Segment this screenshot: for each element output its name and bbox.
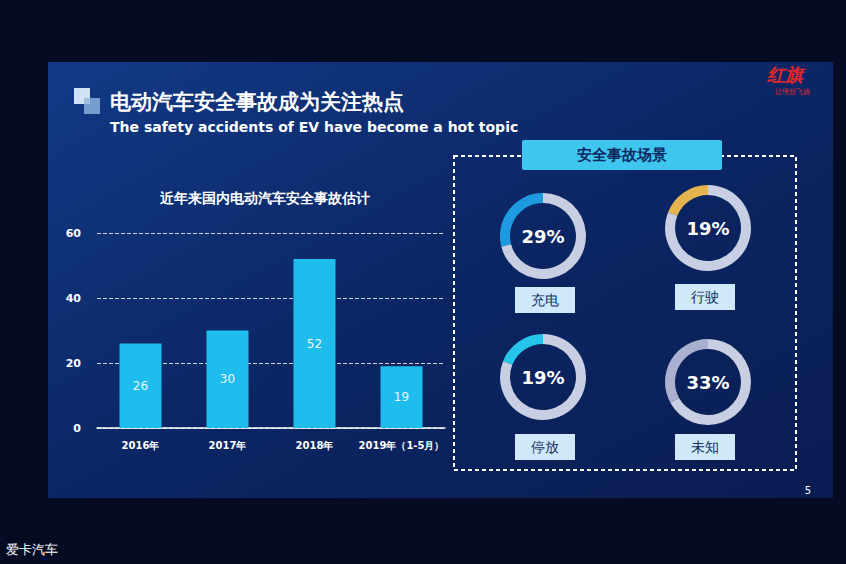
svg-text:0: 0	[73, 422, 81, 435]
svg-text:2017年: 2017年	[209, 440, 247, 451]
svg-text:安全事故场景: 安全事故场景	[577, 146, 667, 164]
svg-text:19%: 19%	[521, 367, 564, 388]
svg-text:5: 5	[805, 485, 811, 496]
svg-text:红旗: 红旗	[766, 64, 806, 85]
svg-text:2019年（1-5月）: 2019年（1-5月）	[359, 440, 445, 451]
svg-text:29%: 29%	[521, 226, 564, 247]
svg-text:2016年: 2016年	[122, 440, 160, 451]
svg-text:The safety accidents of EV hav: The safety accidents of EV have become a…	[110, 119, 518, 135]
svg-text:充电: 充电	[531, 292, 559, 308]
svg-text:让理想飞扬: 让理想飞扬	[775, 88, 810, 96]
svg-text:19%: 19%	[686, 218, 729, 239]
svg-text:26: 26	[133, 379, 148, 393]
svg-text:52: 52	[307, 337, 322, 351]
svg-text:电动汽车安全事故成为关注热点: 电动汽车安全事故成为关注热点	[110, 90, 404, 114]
svg-text:未知: 未知	[691, 439, 719, 455]
svg-text:近年来国内电动汽车安全事故估计: 近年来国内电动汽车安全事故估计	[159, 190, 370, 206]
svg-text:60: 60	[66, 227, 82, 240]
svg-text:33%: 33%	[686, 372, 729, 393]
svg-text:2018年: 2018年	[296, 440, 334, 451]
svg-text:20: 20	[66, 357, 82, 370]
svg-text:停放: 停放	[531, 439, 559, 455]
svg-text:爱卡汽车: 爱卡汽车	[6, 542, 58, 557]
svg-text:40: 40	[66, 292, 82, 305]
svg-text:30: 30	[220, 372, 235, 386]
svg-text:19: 19	[394, 390, 409, 404]
svg-text:行驶: 行驶	[691, 289, 719, 305]
